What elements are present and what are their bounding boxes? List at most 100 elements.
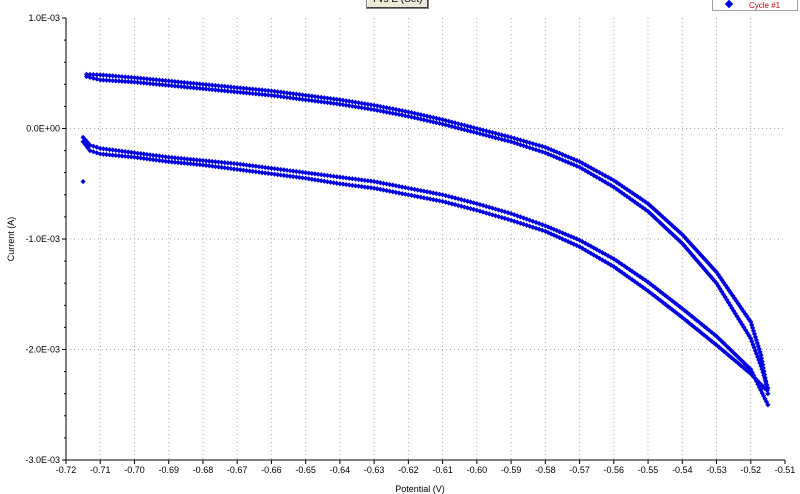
data-point [340,97,346,103]
data-point [674,227,680,233]
data-point [340,181,346,187]
data-point [110,73,116,79]
chart-title: I vs E (Set) [366,0,430,9]
data-point [222,165,228,171]
data-point [256,164,262,170]
data-point [640,284,646,290]
data-point [94,72,100,78]
data-point [477,126,483,132]
data-point [134,75,141,81]
data-point [760,362,766,368]
data-point [613,258,620,264]
data-point [147,76,153,82]
data-point [591,245,597,251]
data-point [709,338,715,344]
data-point [449,119,455,125]
data-point [219,83,225,89]
data-point [131,154,138,160]
data-points [80,71,771,408]
x-tick-label: -0.70 [124,465,145,475]
data-point [757,349,763,355]
data-point [430,119,436,125]
x-tick-label: -0.71 [90,465,111,475]
data-point [716,344,722,350]
data-point [113,147,119,153]
data-point [215,87,222,93]
data-point [169,159,175,165]
data-point [474,201,480,207]
data-point [125,74,131,80]
data-point [677,312,683,319]
data-point [340,174,346,181]
data-point [200,81,206,87]
data-point [178,160,184,166]
data-point [334,96,340,102]
data-point [652,285,658,291]
data-point [508,134,514,140]
data-point [231,89,237,95]
data-point [611,177,617,184]
data-point [729,349,736,355]
data-point [324,99,331,106]
data-point [687,311,693,318]
data-point [753,378,760,384]
data-point [368,178,374,184]
x-tick-label: -0.65 [295,465,316,475]
data-point [632,278,638,285]
data-point [250,168,256,174]
data-point [571,235,577,241]
data-point [511,212,517,218]
data-point [324,179,331,185]
data-point [711,267,717,273]
data-point [621,263,627,269]
data-point [355,104,362,110]
data-point [732,351,738,357]
data-point [679,240,685,247]
data-point [125,154,131,160]
data-point [483,210,489,216]
data-point [243,162,250,168]
data-point [464,127,471,134]
data-point [256,169,262,175]
data-point [405,185,411,191]
data-point [324,172,331,179]
data-point [616,267,622,273]
data-point [724,285,730,291]
data-point [645,201,651,207]
data-point [371,107,377,113]
data-point [665,228,672,234]
data-point [259,164,265,170]
data-point [715,283,721,289]
data-point [303,175,309,181]
data-point [483,132,489,138]
data-point [765,402,771,408]
data-point [268,171,275,177]
data-point [415,111,421,117]
data-point [393,183,399,189]
data-point [150,152,156,158]
data-point [293,174,299,180]
data-point [480,202,486,209]
data-point [275,166,281,172]
data-point [402,184,408,191]
data-point [191,85,197,91]
data-point [159,158,166,164]
data-point [755,354,761,360]
data-point [596,248,603,254]
data-point [474,207,480,213]
data-point [703,268,709,274]
data-point [591,172,597,179]
data-point [412,115,418,121]
data-point [175,155,181,161]
data-point [262,170,268,176]
data-point [582,240,588,246]
data-point [562,237,568,243]
data-point [542,144,548,150]
x-tick-label: -0.51 [775,465,796,475]
data-point [169,154,175,161]
data-point [343,102,349,108]
data-point [275,172,281,178]
data-point [234,85,240,91]
data-point [362,101,368,107]
data-point [253,91,259,97]
